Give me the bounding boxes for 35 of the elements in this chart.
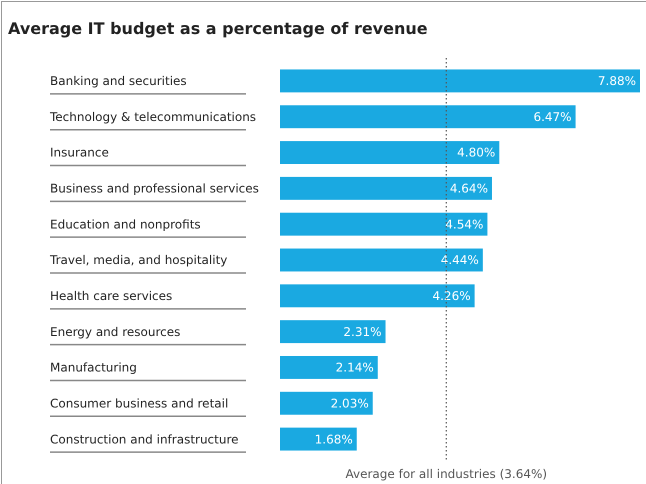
data-label: 2.14% <box>336 360 374 375</box>
bar <box>280 392 373 415</box>
bar <box>280 176 492 200</box>
data-label: 4.44% <box>440 253 479 268</box>
y-tick-label: Business and professional services <box>50 182 259 196</box>
y-tick-label: Manufacturing <box>50 360 137 375</box>
y-tick-label: Education and nonprofits <box>50 217 201 232</box>
data-label: 2.03% <box>330 396 369 410</box>
bar <box>280 69 640 92</box>
y-tick-label: Energy and resources <box>50 324 180 339</box>
y-tick-label: Consumer business and retail <box>50 396 228 410</box>
data-label: 6.47% <box>533 110 572 124</box>
bar <box>280 320 386 344</box>
data-label: 1.68% <box>314 432 353 446</box>
bar <box>280 141 500 164</box>
data-label: 4.26% <box>432 289 471 304</box>
y-tick-label: Health care services <box>50 289 172 304</box>
y-tick-label: Travel, media, and hospitality <box>49 253 228 268</box>
bar <box>280 105 576 128</box>
bar <box>280 428 357 451</box>
chart-title: Average IT budget as a percentage of revenue <box>8 19 428 38</box>
data-label: 7.88% <box>598 74 636 88</box>
data-label: 4.64% <box>450 182 488 196</box>
y-tick-label: Construction and infrastructure <box>50 432 239 446</box>
data-label: 2.31% <box>343 324 382 339</box>
bar <box>280 212 488 236</box>
bar <box>280 356 378 379</box>
y-tick-label: Banking and securities <box>50 74 187 88</box>
data-label: 4.80% <box>457 146 496 160</box>
data-label: 4.54% <box>445 217 484 232</box>
y-tick-label: Technology & telecommunications <box>49 110 256 124</box>
y-tick-label: Insurance <box>50 146 109 160</box>
bar <box>280 284 475 308</box>
ref-line-label: Average for all industries (3.64%) <box>346 467 548 481</box>
bar <box>280 248 483 272</box>
